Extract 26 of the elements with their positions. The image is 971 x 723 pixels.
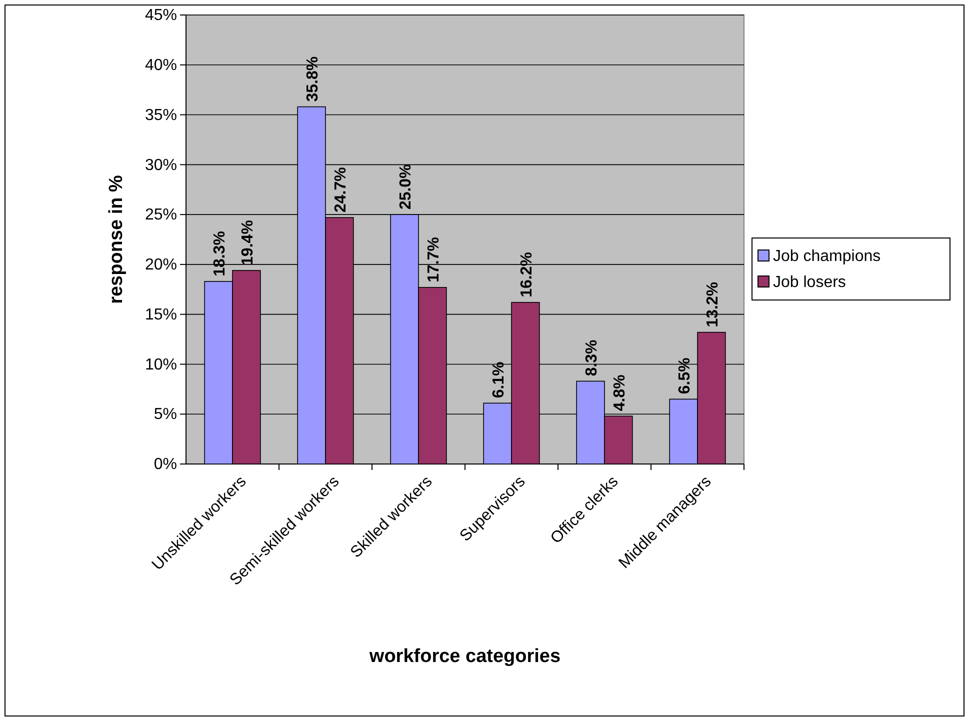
- y-axis-title: response in %: [106, 174, 127, 304]
- legend-label: Job champions: [773, 248, 881, 265]
- data-label: 6.1%: [490, 362, 508, 398]
- y-tick-label: 15%: [144, 306, 177, 324]
- y-tick-label: 10%: [144, 356, 177, 374]
- y-tick-label: 25%: [144, 206, 177, 224]
- y-tick-label: 30%: [144, 156, 177, 174]
- data-label: 8.3%: [584, 340, 601, 376]
- legend-label: Job losers: [773, 274, 846, 291]
- data-label: 17.7%: [425, 237, 442, 282]
- data-label: 4.8%: [611, 374, 628, 412]
- data-label: 13.2%: [704, 282, 722, 328]
- y-tick-label: 5%: [154, 406, 177, 424]
- y-tick-label: 40%: [144, 57, 177, 74]
- y-tick-label: 35%: [144, 106, 177, 124]
- data-label: 25.0%: [398, 164, 415, 210]
- y-tick-label: 45%: [144, 7, 177, 24]
- data-label: 24.7%: [332, 167, 350, 213]
- x-axis-title: workforce categories: [368, 646, 561, 667]
- data-label: 16.2%: [518, 252, 536, 298]
- data-label: 18.3%: [212, 231, 229, 276]
- data-label: 6.5%: [676, 358, 694, 394]
- y-tick-label: 0%: [154, 456, 177, 474]
- data-label: 35.8%: [304, 56, 322, 102]
- y-tick-label: 20%: [144, 256, 177, 274]
- data-label: 19.4%: [239, 220, 256, 266]
